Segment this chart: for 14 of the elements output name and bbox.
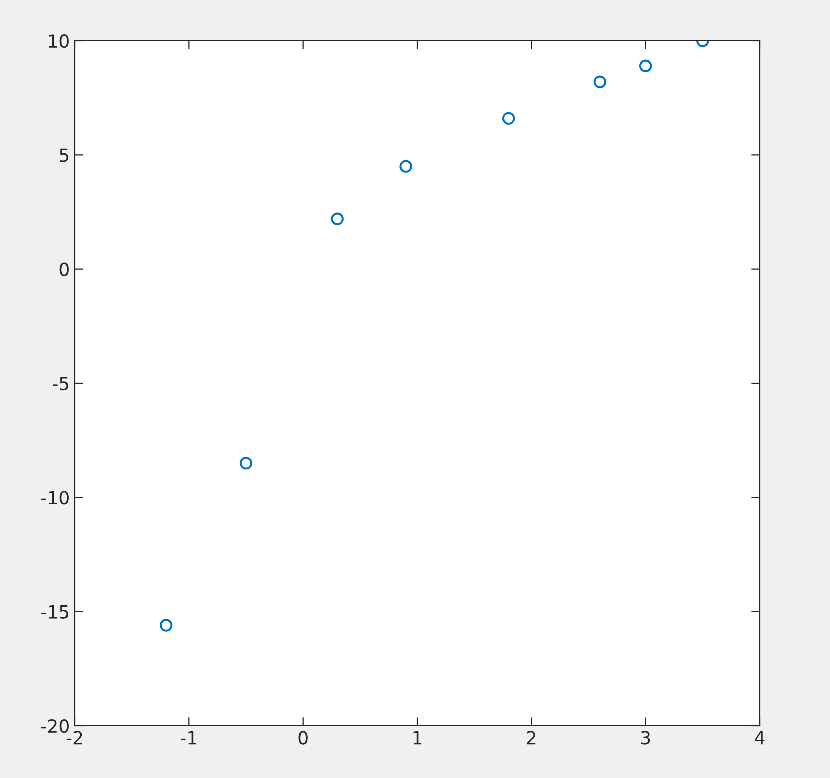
x-tick-label: 1 <box>414 731 422 745</box>
y-tick-label: -15 <box>42 606 69 619</box>
y-tick-label: -20 <box>42 719 69 734</box>
y-tick-label: 10 <box>49 34 69 48</box>
y-tick-label: -10 <box>42 491 69 505</box>
x-tick-label: 0 <box>298 731 308 745</box>
x-tick-label: -1 <box>181 731 196 745</box>
y-tick-label: 5 <box>60 148 69 162</box>
x-tick-label: 2 <box>527 731 536 745</box>
x-tick-label: 3 <box>641 731 650 745</box>
y-tick-label: -5 <box>53 377 69 391</box>
y-tick-label: 0 <box>60 262 69 276</box>
x-tick-label: 4 <box>755 731 765 745</box>
x-tick-label: -2 <box>66 731 82 745</box>
